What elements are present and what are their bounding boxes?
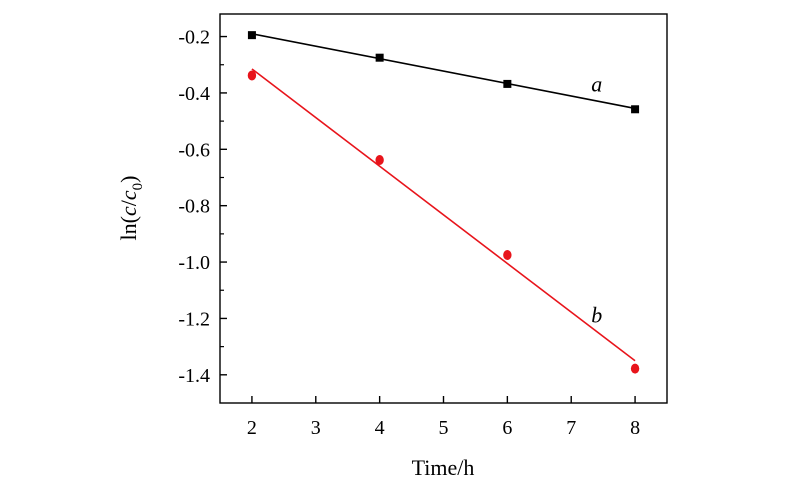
x-tick-label: 5: [439, 417, 449, 439]
x-tick-label: 2: [247, 417, 257, 439]
axis-ticks: 2 3 4 5 6 7 8 -0.2 -0.4 -0.6 -0.8 -1.0 -1.2 -1.4: [178, 27, 640, 439]
data-point-a: [503, 79, 512, 88]
x-tick-label: 4: [375, 417, 385, 439]
x-tick-label: 7: [566, 417, 576, 439]
data-point-a: [247, 31, 256, 40]
y-tick-label: -0.4: [178, 83, 210, 105]
x-axis-title: Time/h: [412, 455, 475, 480]
series-label-b: b: [591, 303, 602, 328]
series-a: a: [247, 31, 640, 114]
y-tick-label: -1.0: [178, 252, 210, 274]
data-point-a: [631, 105, 640, 114]
y-axis-title: ln(c/c0): [116, 176, 146, 241]
data-point-a: [375, 53, 384, 62]
fit-line-a: [251, 32, 636, 110]
y-tick-label: -1.2: [178, 308, 210, 330]
data-point-b: [630, 363, 640, 374]
series-b: b: [247, 68, 640, 374]
x-tick-label: 3: [311, 417, 321, 439]
data-point-b: [247, 70, 257, 81]
y-tick-label: -0.6: [178, 139, 210, 161]
y-tick-label: -0.8: [178, 196, 210, 218]
series-label-a: a: [591, 72, 602, 97]
x-tick-label: 8: [630, 417, 640, 439]
data-point-b: [375, 155, 384, 166]
data-point-b: [503, 250, 512, 261]
series-layer: ab: [247, 31, 640, 374]
y-tick-label: -0.2: [178, 27, 210, 49]
fit-line-b: [251, 68, 636, 362]
x-tick-label: 6: [502, 417, 512, 439]
y-tick-label: -1.4: [178, 365, 210, 387]
